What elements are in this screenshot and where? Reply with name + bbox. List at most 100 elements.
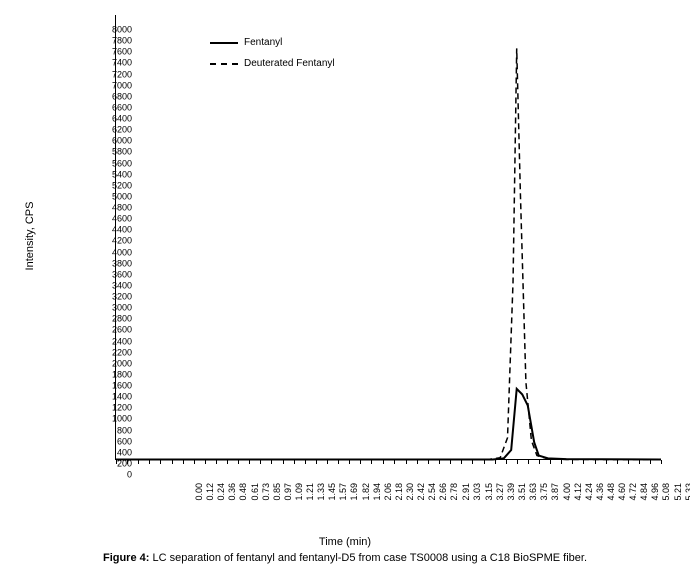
x-tick-mark [116, 460, 117, 464]
y-tick-label: 0 [127, 471, 132, 480]
x-tick-label: 1.57 [339, 483, 348, 501]
x-tick-label: 3.15 [485, 483, 494, 501]
y-tick-label: 200 [117, 459, 132, 468]
x-tick-mark [428, 460, 429, 464]
x-tick-label: 2.66 [439, 483, 448, 501]
legend-item-fentanyl: Fentanyl [210, 37, 335, 48]
x-tick-label: 0.61 [251, 483, 260, 501]
x-tick-label: 2.91 [462, 483, 471, 501]
x-tick-label: 4.96 [651, 483, 660, 501]
x-tick-label: 2.06 [384, 483, 393, 501]
x-tick-mark [271, 460, 272, 464]
x-tick-label: 4.12 [574, 483, 583, 501]
x-tick-mark [406, 460, 407, 464]
x-tick-mark [349, 460, 350, 464]
x-tick-mark [484, 460, 485, 464]
x-tick-mark [283, 460, 284, 464]
x-tick-mark [172, 460, 173, 464]
x-tick-label: 1.94 [373, 483, 382, 501]
x-tick-label: 5.21 [674, 483, 683, 501]
x-tick-label: 3.87 [551, 483, 560, 501]
x-tick-label: 3.39 [507, 483, 516, 501]
x-tick-label: 2.42 [417, 483, 426, 501]
x-tick-mark [249, 460, 250, 464]
x-tick-label: 2.54 [428, 483, 437, 501]
x-tick-label: 4.72 [629, 483, 638, 501]
caption-text: LC separation of fentanyl and fentanyl-D… [149, 552, 587, 564]
x-tick-mark [572, 460, 573, 464]
caption-prefix: Figure 4: [103, 552, 149, 564]
x-tick-mark [260, 460, 261, 464]
x-tick-mark [127, 460, 128, 464]
x-tick-mark [149, 460, 150, 464]
legend-line-solid-icon [210, 42, 238, 44]
x-tick-mark [327, 460, 328, 464]
y-axis-label: Intensity, CPS [24, 202, 36, 271]
x-tick-mark [561, 460, 562, 464]
x-tick-label: 5.08 [662, 483, 671, 501]
x-tick-label: 0.12 [206, 483, 215, 501]
x-tick-label: 1.33 [317, 483, 326, 501]
x-tick-mark [595, 460, 596, 464]
x-tick-mark [472, 460, 473, 464]
x-tick-mark [338, 460, 339, 464]
x-tick-mark [583, 460, 584, 464]
x-tick-mark [639, 460, 640, 464]
x-tick-label: 4.60 [618, 483, 627, 501]
x-tick-mark [495, 460, 496, 464]
x-tick-label: 2.30 [406, 483, 415, 501]
x-tick-label: 0.85 [273, 483, 282, 501]
x-tick-label: 4.84 [640, 483, 649, 501]
x-tick-mark [528, 460, 529, 464]
x-tick-mark [417, 460, 418, 464]
legend-label: Fentanyl [244, 37, 282, 48]
x-tick-mark [650, 460, 651, 464]
legend-line-dashed-icon [210, 63, 238, 65]
figure-caption: Figure 4: LC separation of fentanyl and … [103, 552, 587, 564]
x-tick-mark [305, 460, 306, 464]
plot-area [115, 15, 660, 460]
x-tick-label: 0.24 [217, 483, 226, 501]
legend-item-deuterated: Deuterated Fentanyl [210, 58, 335, 69]
x-tick-label: 4.24 [585, 483, 594, 501]
x-tick-mark [138, 460, 139, 464]
x-tick-label: 4.36 [596, 483, 605, 501]
x-tick-label: 3.63 [529, 483, 538, 501]
x-tick-mark [506, 460, 507, 464]
x-tick-label: 4.00 [563, 483, 572, 501]
x-tick-label: 1.69 [350, 483, 359, 501]
x-tick-mark [227, 460, 228, 464]
x-tick-mark [539, 460, 540, 464]
x-tick-label: 0.48 [239, 483, 248, 501]
x-axis-label: Time (min) [319, 536, 371, 548]
x-tick-mark [205, 460, 206, 464]
legend: Fentanyl Deuterated Fentanyl [210, 37, 335, 79]
x-tick-label: 4.48 [607, 483, 616, 501]
x-tick-mark [383, 460, 384, 464]
x-tick-mark [628, 460, 629, 464]
x-tick-label: 0.00 [195, 483, 204, 501]
x-tick-label: 3.75 [540, 483, 549, 501]
x-tick-label: 2.78 [450, 483, 459, 501]
legend-label: Deuterated Fentanyl [244, 58, 335, 69]
x-tick-mark [160, 460, 161, 464]
x-tick-label: 0.36 [228, 483, 237, 501]
x-tick-mark [294, 460, 295, 464]
x-tick-mark [439, 460, 440, 464]
x-tick-mark [238, 460, 239, 464]
x-tick-label: 1.09 [295, 483, 304, 501]
x-tick-mark [183, 460, 184, 464]
x-tick-mark [606, 460, 607, 464]
x-tick-label: 1.21 [306, 483, 315, 501]
x-tick-label: 5.33 [685, 483, 690, 501]
x-tick-mark [550, 460, 551, 464]
x-tick-mark [617, 460, 618, 464]
x-tick-mark [394, 460, 395, 464]
series-fentanyl [116, 389, 661, 460]
x-tick-mark [661, 460, 662, 464]
x-tick-mark [517, 460, 518, 464]
x-tick-label: 0.97 [284, 483, 293, 501]
x-tick-mark [316, 460, 317, 464]
x-tick-mark [360, 460, 361, 464]
x-tick-label: 3.51 [518, 483, 527, 501]
